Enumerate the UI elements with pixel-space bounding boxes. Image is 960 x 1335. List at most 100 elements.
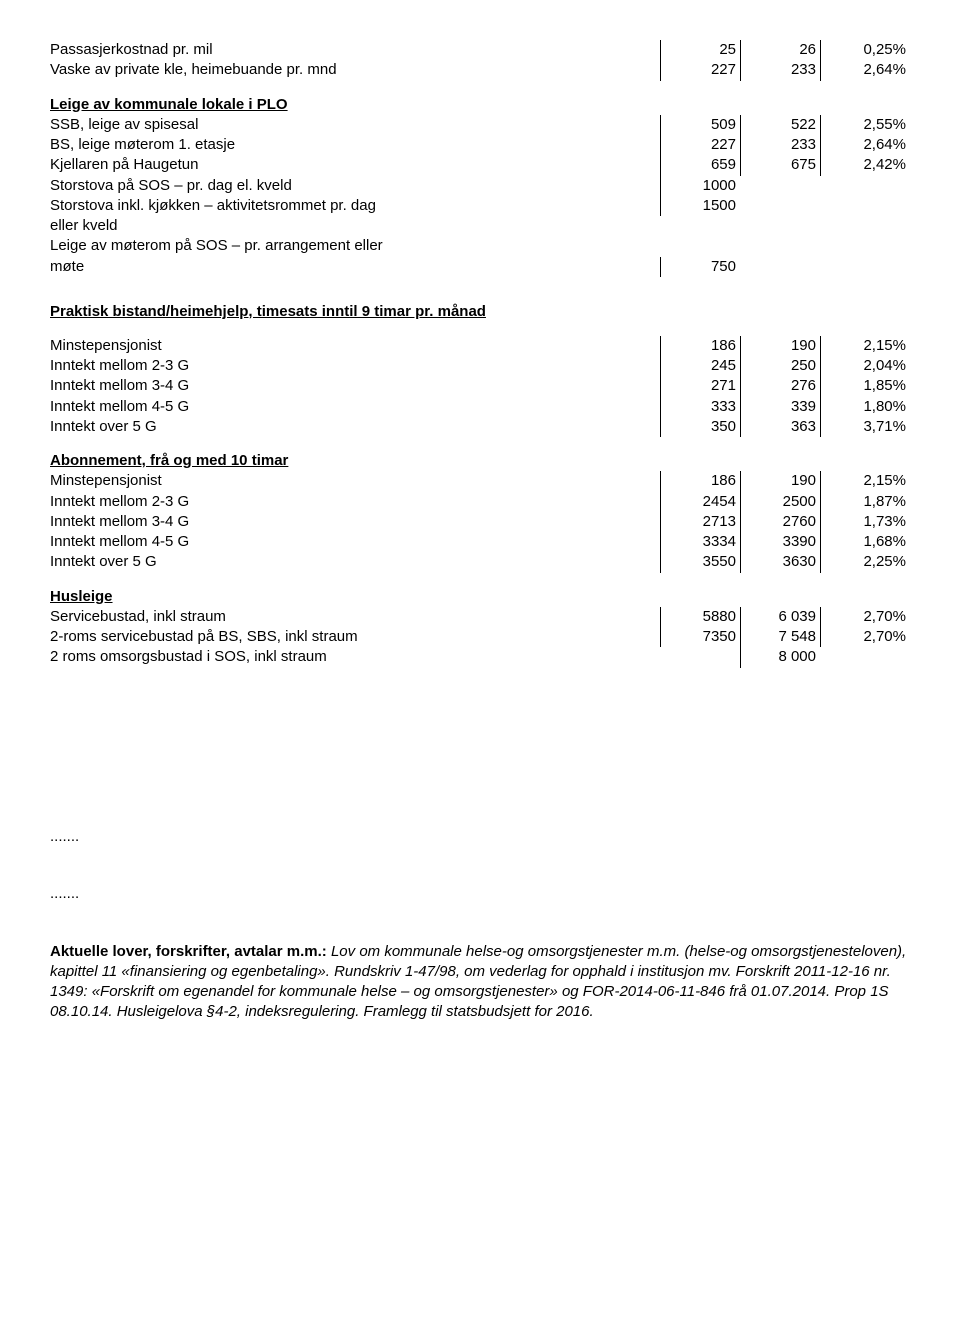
cell: 1,85%: [820, 376, 910, 396]
cell: 3,71%: [820, 417, 910, 437]
table-row: Storstova på SOS – pr. dag el. kveld 100…: [50, 176, 910, 196]
cell: 750: [660, 257, 740, 277]
cell: 0,25%: [820, 40, 910, 60]
cell-label: Storstova på SOS – pr. dag el. kveld: [50, 176, 660, 196]
cell: 3334: [660, 532, 740, 552]
table-row: Inntekt mellom 3-4 G 2713 2760 1,73%: [50, 512, 910, 532]
cell: 3390: [740, 532, 820, 552]
cell: 3630: [740, 552, 820, 572]
cell-label: Inntekt over 5 G: [50, 552, 660, 572]
cell: 350: [660, 417, 740, 437]
table-row: Inntekt mellom 2-3 G 2454 2500 1,87%: [50, 492, 910, 512]
cell-label: Kjellaren på Haugetun: [50, 155, 660, 175]
heading-text: Husleige: [50, 587, 660, 607]
footer-paragraph: Aktuelle lover, forskrifter, avtalar m.m…: [50, 942, 910, 1023]
cell: 2713: [660, 512, 740, 532]
cell: 1500: [660, 196, 740, 216]
cell-label: Inntekt mellom 3-4 G: [50, 376, 660, 396]
cell: 7 548: [740, 627, 820, 647]
table-row: BS, leige møterom 1. etasje 227 233 2,64…: [50, 135, 910, 155]
cell: 2,55%: [820, 115, 910, 135]
table-row: Minstepensjonist 186 190 2,15%: [50, 471, 910, 491]
table-row: eller kveld: [50, 216, 910, 236]
cell: 2,15%: [820, 471, 910, 491]
cell: 1000: [660, 176, 740, 196]
cell: 2760: [740, 512, 820, 532]
cell: 2,64%: [820, 60, 910, 80]
cell: 2,42%: [820, 155, 910, 175]
table-row: SSB, leige av spisesal 509 522 2,55%: [50, 115, 910, 135]
table-row: Inntekt mellom 2-3 G 245 250 2,04%: [50, 356, 910, 376]
cell-label: BS, leige møterom 1. etasje: [50, 135, 660, 155]
heading-husleige: Husleige: [50, 587, 910, 607]
cell-label: Servicebustad, inkl straum: [50, 607, 660, 627]
cell: 7350: [660, 627, 740, 647]
cell: 2,70%: [820, 627, 910, 647]
footer-bold: Aktuelle lover, forskrifter, avtalar m.m…: [50, 943, 327, 960]
cell-label: Passasjerkostnad pr. mil: [50, 40, 660, 60]
row-vaske: Vaske av private kle, heimebuande pr. mn…: [50, 60, 910, 80]
table-row: Inntekt mellom 4-5 G 333 339 1,80%: [50, 397, 910, 417]
heading-text: Leige av kommunale lokale i PLO: [50, 95, 660, 115]
cell: 1,87%: [820, 492, 910, 512]
cell-label: Leige av møterom på SOS – pr. arrangemen…: [50, 236, 660, 256]
cell-label: Inntekt mellom 2-3 G: [50, 356, 660, 376]
row-passasjer: Passasjerkostnad pr. mil 25 26 0,25%: [50, 40, 910, 60]
cell: 190: [740, 336, 820, 356]
table-row: Servicebustad, inkl straum 5880 6 039 2,…: [50, 607, 910, 627]
table-row: Inntekt over 5 G 350 363 3,71%: [50, 417, 910, 437]
ellipsis: .......: [50, 885, 910, 902]
cell-label: møte: [50, 257, 660, 277]
cell: 522: [740, 115, 820, 135]
cell: 25: [660, 40, 740, 60]
cell: 659: [660, 155, 740, 175]
heading-text: Abonnement, frå og med 10 timar: [50, 451, 660, 471]
cell: 190: [740, 471, 820, 491]
ellipsis: .......: [50, 828, 910, 845]
heading-praktisk: Praktisk bistand/heimehjelp, timesats in…: [50, 303, 910, 320]
cell: 509: [660, 115, 740, 135]
table-row: Inntekt mellom 3-4 G 271 276 1,85%: [50, 376, 910, 396]
cell: 2,15%: [820, 336, 910, 356]
heading-plo: Leige av kommunale lokale i PLO: [50, 95, 910, 115]
cell: 271: [660, 376, 740, 396]
cell: 363: [740, 417, 820, 437]
cell: 5880: [660, 607, 740, 627]
cell-label: Minstepensjonist: [50, 471, 660, 491]
cell: 6 039: [740, 607, 820, 627]
cell: 276: [740, 376, 820, 396]
cell: 3550: [660, 552, 740, 572]
cell: 227: [660, 60, 740, 80]
table-row: Leige av møterom på SOS – pr. arrangemen…: [50, 236, 910, 256]
cell: 1,68%: [820, 532, 910, 552]
cell-label: Inntekt over 5 G: [50, 417, 660, 437]
table-row: Inntekt over 5 G 3550 3630 2,25%: [50, 552, 910, 572]
cell-label: Inntekt mellom 4-5 G: [50, 397, 660, 417]
cell: 227: [660, 135, 740, 155]
cell: 2500: [740, 492, 820, 512]
cell: 233: [740, 60, 820, 80]
cell-label: Vaske av private kle, heimebuande pr. mn…: [50, 60, 660, 80]
cell-label: eller kveld: [50, 216, 660, 236]
cell: 1,80%: [820, 397, 910, 417]
cell-label: Inntekt mellom 2-3 G: [50, 492, 660, 512]
cell: 233: [740, 135, 820, 155]
cell-label: 2-roms servicebustad på BS, SBS, inkl st…: [50, 627, 660, 647]
cell-label: Minstepensjonist: [50, 336, 660, 356]
cell: 675: [740, 155, 820, 175]
table-row: 2-roms servicebustad på BS, SBS, inkl st…: [50, 627, 910, 647]
cell-label: Storstova inkl. kjøkken – aktivitetsromm…: [50, 196, 660, 216]
table-row: Inntekt mellom 4-5 G 3334 3390 1,68%: [50, 532, 910, 552]
cell-label: 2 roms omsorgsbustad i SOS, inkl straum: [50, 647, 660, 667]
cell-label: SSB, leige av spisesal: [50, 115, 660, 135]
cell: 250: [740, 356, 820, 376]
cell-label: Inntekt mellom 4-5 G: [50, 532, 660, 552]
cell: 333: [660, 397, 740, 417]
cell-label: Inntekt mellom 3-4 G: [50, 512, 660, 532]
table-row: Kjellaren på Haugetun 659 675 2,42%: [50, 155, 910, 175]
cell: 1,73%: [820, 512, 910, 532]
cell: 26: [740, 40, 820, 60]
cell: 2,70%: [820, 607, 910, 627]
heading-abonn: Abonnement, frå og med 10 timar: [50, 451, 910, 471]
cell: 2,64%: [820, 135, 910, 155]
